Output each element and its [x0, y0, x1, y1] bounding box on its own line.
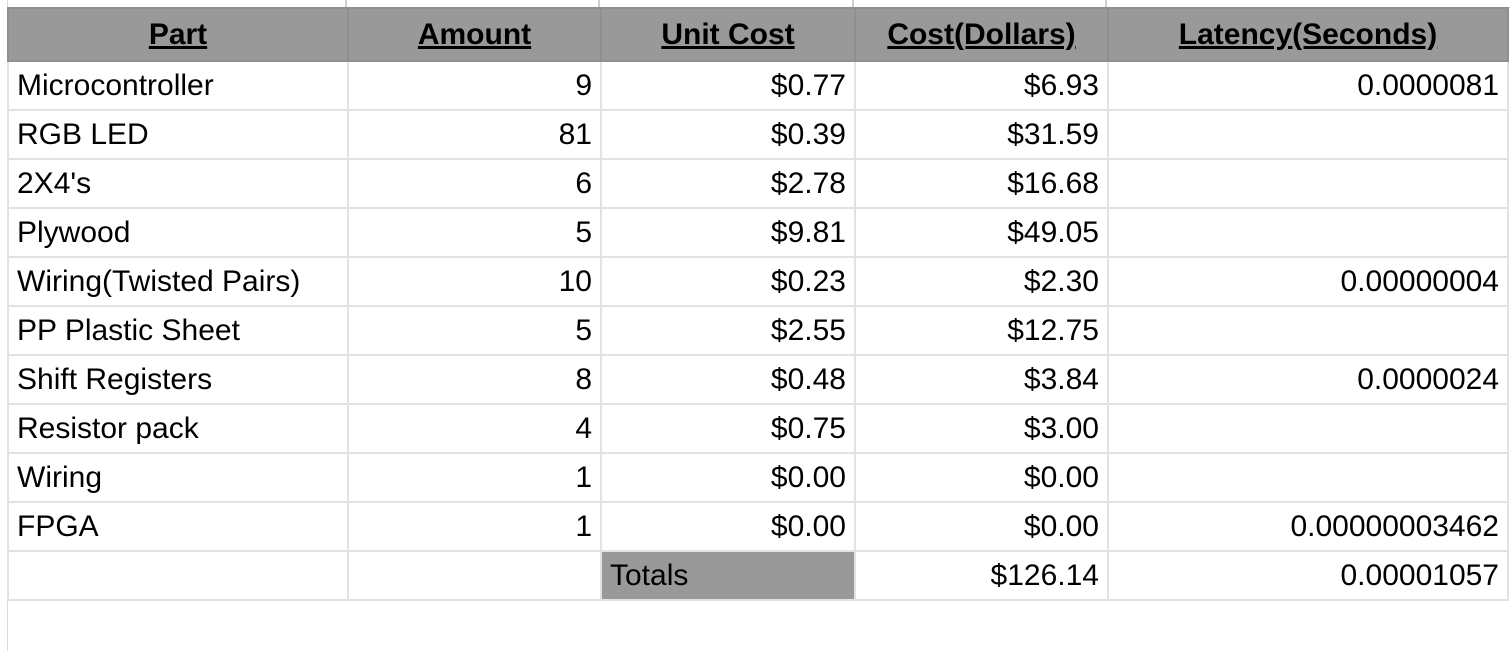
- cell-latency[interactable]: [1107, 158, 1509, 209]
- cell-empty[interactable]: [347, 550, 602, 601]
- cell-part[interactable]: Microcontroller: [7, 60, 349, 111]
- cell-cost[interactable]: $0.00: [854, 452, 1109, 503]
- cell-part[interactable]: 2X4's: [7, 158, 349, 209]
- cell-part[interactable]: Resistor pack: [7, 403, 349, 454]
- cell-latency[interactable]: 0.00000004: [1107, 256, 1509, 307]
- cell-amount[interactable]: 6: [347, 158, 602, 209]
- cell-part[interactable]: RGB LED: [7, 109, 349, 160]
- cell-part[interactable]: Wiring(Twisted Pairs): [7, 256, 349, 307]
- column-divider: [852, 0, 854, 7]
- cell-amount[interactable]: 8: [347, 354, 602, 405]
- cell-cost[interactable]: $3.00: [854, 403, 1109, 454]
- header-amount[interactable]: Amount: [347, 7, 602, 62]
- cell-part[interactable]: Wiring: [7, 452, 349, 503]
- data-table: Part Amount Unit Cost Cost(Dollars) Late…: [7, 7, 1509, 601]
- cell-latency[interactable]: [1107, 452, 1509, 503]
- cell-amount[interactable]: 4: [347, 403, 602, 454]
- cell-part[interactable]: FPGA: [7, 501, 349, 552]
- cell-unit-cost[interactable]: $0.00: [600, 501, 856, 552]
- cell-unit-cost[interactable]: $2.55: [600, 305, 856, 356]
- cell-empty[interactable]: [7, 550, 349, 601]
- cell-unit-cost[interactable]: $2.78: [600, 158, 856, 209]
- column-divider: [345, 0, 347, 7]
- cell-cost[interactable]: $12.75: [854, 305, 1109, 356]
- table-row: PP Plastic Sheet 5 $2.55 $12.75: [7, 305, 1509, 356]
- cell-amount[interactable]: 5: [347, 305, 602, 356]
- header-cost[interactable]: Cost(Dollars): [854, 7, 1109, 62]
- cell-cost[interactable]: $31.59: [854, 109, 1109, 160]
- table-row: Microcontroller 9 $0.77 $6.93 0.0000081: [7, 60, 1509, 111]
- cell-cost[interactable]: $16.68: [854, 158, 1109, 209]
- totals-row: Totals $126.14 0.00001057: [7, 550, 1509, 601]
- cell-amount[interactable]: 1: [347, 452, 602, 503]
- cell-latency[interactable]: 0.00000003462: [1107, 501, 1509, 552]
- cell-amount[interactable]: 1: [347, 501, 602, 552]
- column-divider: [1105, 0, 1107, 7]
- column-divider: [598, 0, 600, 7]
- cell-latency[interactable]: [1107, 305, 1509, 356]
- cell-cost[interactable]: $49.05: [854, 207, 1109, 258]
- table-row: Shift Registers 8 $0.48 $3.84 0.0000024: [7, 354, 1509, 405]
- table-row: Wiring(Twisted Pairs) 10 $0.23 $2.30 0.0…: [7, 256, 1509, 307]
- cell-unit-cost[interactable]: $0.75: [600, 403, 856, 454]
- cell-unit-cost[interactable]: $0.39: [600, 109, 856, 160]
- total-cost[interactable]: $126.14: [854, 550, 1109, 601]
- cell-unit-cost[interactable]: $9.81: [600, 207, 856, 258]
- cell-cost[interactable]: $0.00: [854, 501, 1109, 552]
- cell-latency[interactable]: [1107, 109, 1509, 160]
- cell-latency[interactable]: 0.0000081: [1107, 60, 1509, 111]
- cell-cost[interactable]: $3.84: [854, 354, 1109, 405]
- totals-label[interactable]: Totals: [600, 550, 856, 601]
- header-unit-cost[interactable]: Unit Cost: [600, 7, 856, 62]
- table-row: RGB LED 81 $0.39 $31.59: [7, 109, 1509, 160]
- cell-unit-cost[interactable]: $0.48: [600, 354, 856, 405]
- cell-latency[interactable]: [1107, 403, 1509, 454]
- cell-amount[interactable]: 5: [347, 207, 602, 258]
- cell-latency[interactable]: [1107, 207, 1509, 258]
- cell-amount[interactable]: 10: [347, 256, 602, 307]
- cell-latency[interactable]: 0.0000024: [1107, 354, 1509, 405]
- table-row: 2X4's 6 $2.78 $16.68: [7, 158, 1509, 209]
- cell-cost[interactable]: $2.30: [854, 256, 1109, 307]
- table-row: Resistor pack 4 $0.75 $3.00: [7, 403, 1509, 454]
- header-latency[interactable]: Latency(Seconds): [1107, 7, 1509, 62]
- cell-unit-cost[interactable]: $0.00: [600, 452, 856, 503]
- table-row: Plywood 5 $9.81 $49.05: [7, 207, 1509, 258]
- cell-part[interactable]: Shift Registers: [7, 354, 349, 405]
- table-row: FPGA 1 $0.00 $0.00 0.00000003462: [7, 501, 1509, 552]
- header-row: Part Amount Unit Cost Cost(Dollars) Late…: [7, 7, 1509, 62]
- cell-amount[interactable]: 81: [347, 109, 602, 160]
- header-part[interactable]: Part: [7, 7, 349, 62]
- cell-unit-cost[interactable]: $0.77: [600, 60, 856, 111]
- cell-part[interactable]: Plywood: [7, 207, 349, 258]
- table-row: Wiring 1 $0.00 $0.00: [7, 452, 1509, 503]
- cell-amount[interactable]: 9: [347, 60, 602, 111]
- total-latency[interactable]: 0.00001057: [1107, 550, 1509, 601]
- cell-part[interactable]: PP Plastic Sheet: [7, 305, 349, 356]
- cell-cost[interactable]: $6.93: [854, 60, 1109, 111]
- cell-unit-cost[interactable]: $0.23: [600, 256, 856, 307]
